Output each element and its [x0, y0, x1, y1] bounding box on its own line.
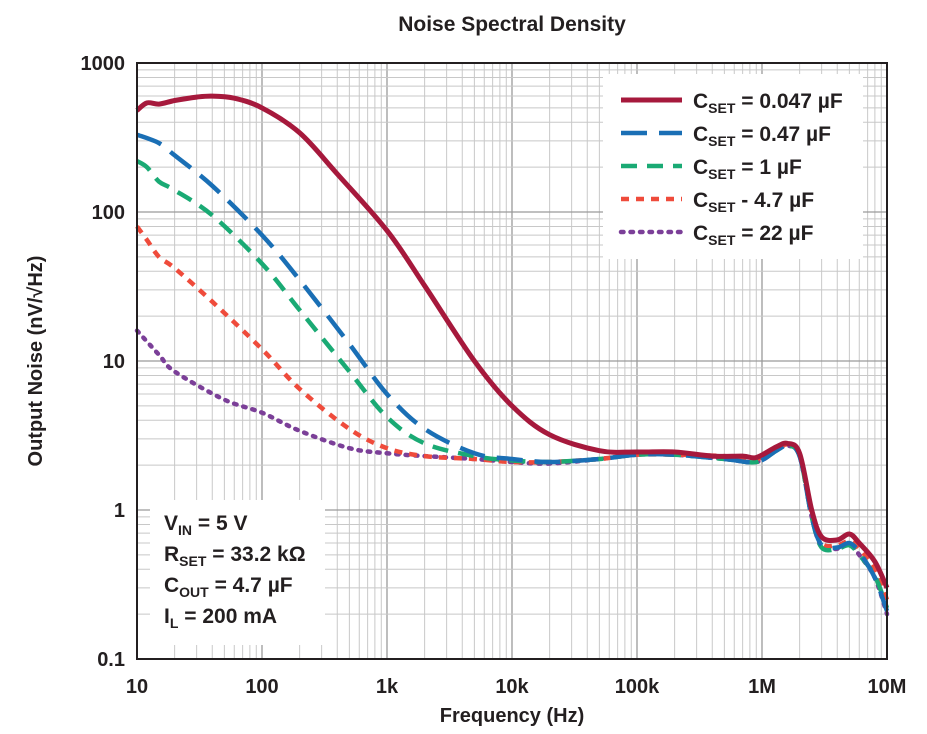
x-tick-label: 100: [245, 676, 278, 698]
legend-label: CSET = 22 µF: [693, 222, 814, 248]
y-tick-label: 10: [103, 351, 125, 373]
series-group: [134, 93, 890, 617]
x-tick-label: 100k: [615, 676, 660, 698]
y-tick-label: 1000: [81, 53, 126, 75]
legend-box: [603, 74, 863, 259]
y-tick-label: 100: [92, 202, 125, 224]
plot-frame: [136, 62, 888, 660]
y-tick-label: 1: [114, 500, 125, 522]
condition-label: VIN = 5 V: [164, 512, 247, 538]
legend-label: CSET = 0.047 µF: [693, 90, 843, 116]
y-tick-label: 0.1: [97, 649, 125, 671]
x-tick-label: 1M: [748, 676, 776, 698]
x-axis-title: Frequency (Hz): [440, 705, 584, 727]
condition-label: RSET = 33.2 kΩ: [164, 543, 306, 569]
legend-label: CSET - 4.7 µF: [693, 189, 814, 215]
condition-label: COUT = 4.7 µF: [164, 574, 293, 600]
conditions-box: VIN = 5 V RSET = 33.2 kΩ COUT = 4.7 µF IL =…: [150, 500, 325, 645]
x-tick-label: 10M: [868, 676, 907, 698]
y-tick-labels: 0.1 1 10 100 1000: [81, 53, 126, 671]
condition-label: IL = 200 mA: [164, 605, 277, 631]
legend-label: CSET = 1 µF: [693, 156, 802, 182]
legend: CSET = 0.047 µF CSET = 0.47 µF CSET = 1 µF…: [603, 74, 863, 259]
series-line: [136, 132, 890, 612]
chart-title: Noise Spectral Density: [398, 13, 626, 36]
x-tick-label: 1k: [376, 676, 399, 698]
series-line: [135, 225, 890, 601]
x-tick-labels: 10 100 1k 10k 100k 1M 10M: [126, 676, 907, 698]
x-tick-label: 10: [126, 676, 148, 698]
series-line: [135, 93, 890, 589]
legend-label: CSET = 0.47 µF: [693, 123, 831, 149]
conditions-box-bg: [150, 500, 325, 645]
y-axis-title: Output Noise (nV/√Hz): [25, 256, 47, 467]
x-tick-label: 10k: [495, 676, 529, 698]
